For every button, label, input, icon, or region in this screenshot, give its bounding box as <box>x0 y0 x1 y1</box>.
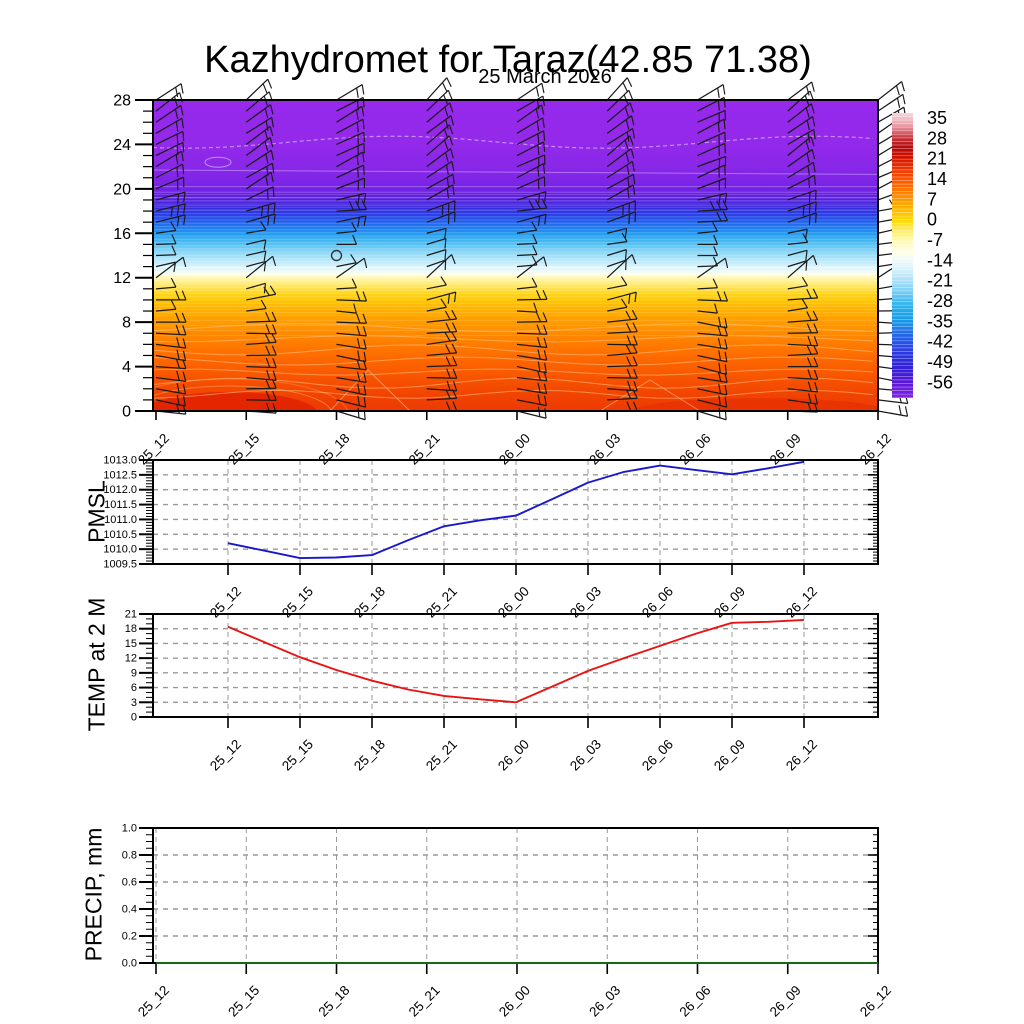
time-tick-label: 26_06 <box>639 584 676 621</box>
colorbar-tick-label: -7 <box>927 230 943 250</box>
time-tick-label: 26_12 <box>783 737 820 774</box>
time-tick-label: 26_12 <box>857 983 894 1020</box>
time-tick-label: 26_03 <box>586 431 623 468</box>
pmsl-panel: 1013.0 1012.5 1012.0 1011.5 1011.0 1010.5 1010… <box>103 455 879 621</box>
temp-panel-y-tick-label: 3 <box>131 697 137 709</box>
time-tick-label: 26_00 <box>496 431 533 468</box>
colorbar-tick-label: 35 <box>927 108 947 128</box>
colorbar-tick-label: -42 <box>927 332 953 352</box>
time-tick-label: 26_03 <box>586 983 623 1020</box>
precip-panel-y-tick-label: 0.0 <box>122 958 137 970</box>
colorbar-tick-label: -21 <box>927 271 953 291</box>
time-tick-label: 26_09 <box>767 983 804 1020</box>
temp-panel-y-tick-label: 15 <box>125 638 137 650</box>
time-tick-label: 26_12 <box>783 584 820 621</box>
time-tick-label: 25_15 <box>279 737 316 774</box>
time-tick-label: 25_12 <box>135 983 172 1020</box>
time-tick-label: 26_09 <box>711 584 748 621</box>
time-tick-label: 26_12 <box>857 431 894 468</box>
time-tick-label: 25_21 <box>423 737 460 774</box>
pmsl-panel-y-tick-label: 1013.0 <box>103 455 137 467</box>
time-tick-label: 26_09 <box>711 737 748 774</box>
precip-panel-y-tick-label: 0.6 <box>122 877 137 889</box>
precip-panel-y-tick-label: 0.4 <box>122 904 137 916</box>
time-tick-label: 25_12 <box>207 584 244 621</box>
precip-panel-y-tick-label: 1.0 <box>122 823 137 835</box>
pmsl-panel-line <box>227 460 805 560</box>
time-tick-label: 25_18 <box>351 737 388 774</box>
temp-panel: 21 18 15 12 9 6 3 0 25_12 25_15 25_18 25_21 26_00 26_… <box>125 609 879 774</box>
time-tick-label: 25_15 <box>225 431 262 468</box>
cross-section-y-tick-label: 16 <box>113 226 131 243</box>
time-tick-label: 26_06 <box>639 737 676 774</box>
time-tick-label: 25_18 <box>315 431 352 468</box>
colorbar-tick-label: 7 <box>927 189 937 209</box>
time-tick-label: 25_18 <box>315 983 352 1020</box>
colorbar-tick-label: -49 <box>927 352 953 372</box>
time-tick-label: 26_00 <box>495 584 532 621</box>
cross-section-y-tick-label: 24 <box>113 137 131 154</box>
cross-section-y-tick-label: 8 <box>122 315 131 332</box>
date-subtitle: 25 March 2026 <box>478 66 612 88</box>
cross-section-y-tick-label: 0 <box>122 404 131 421</box>
temp-panel-y-tick-label: 21 <box>125 609 137 621</box>
time-tick-label: 25_15 <box>225 983 262 1020</box>
pmsl-panel-y-tick-label: 1009.5 <box>103 559 137 571</box>
cross-section-y-tick-label: 28 <box>113 93 131 110</box>
time-tick-label: 26_03 <box>567 737 604 774</box>
pmsl-panel-y-tick-label: 1012.5 <box>103 469 137 481</box>
pmsl-panel-y-tick-label: 1010.5 <box>103 529 137 541</box>
temp-panel-y-tick-label: 6 <box>131 682 137 694</box>
pmsl-panel-y-tick-label: 1012.0 <box>103 484 137 496</box>
colorbar-tick-label: -56 <box>927 372 953 392</box>
precip-panel-y-tick-label: 0.8 <box>122 850 137 862</box>
colorbar-tick-label: -28 <box>927 291 953 311</box>
temp-panel-line <box>227 618 805 704</box>
cross-section-y-tick-label: 20 <box>113 181 131 198</box>
page-title: Kazhydromet for Taraz(42.85 71.38) <box>204 39 812 82</box>
calm-wind-marker <box>330 249 343 262</box>
temp-panel-y-tick-label: 18 <box>125 623 137 635</box>
temp-panel-y-tick-label: 9 <box>131 667 137 679</box>
wind-barbs <box>155 77 909 421</box>
time-tick-label: 25_15 <box>279 584 316 621</box>
time-tick-label: 25_18 <box>351 584 388 621</box>
time-tick-label: 25_21 <box>406 431 443 468</box>
time-tick-label: 25_12 <box>207 737 244 774</box>
time-tick-label: 26_06 <box>676 983 713 1020</box>
time-tick-label: 26_00 <box>495 737 532 774</box>
precip-panel: 1.0 0.8 0.6 0.4 0.2 0.0 25_12 25_15 25_18 25_21 26… <box>122 823 894 1020</box>
colorbar-tick-label: -35 <box>927 311 953 331</box>
colorbar-tick-label: 21 <box>927 149 947 169</box>
cross-section-y-tick-label: 12 <box>113 270 131 287</box>
time-tick-label: 25_21 <box>406 983 443 1020</box>
cross-section-y-tick-label: 4 <box>122 359 131 376</box>
colorbar-tick-label: -14 <box>927 250 953 270</box>
pmsl-panel-y-tick-label: 1011.0 <box>104 514 137 526</box>
time-tick-label: 25_21 <box>423 584 460 621</box>
cross-section-y-axis: 0 4 8 12 16 20 24 28 <box>113 93 153 421</box>
colorbar-tick-label: 28 <box>927 128 947 148</box>
precip-panel-y-tick-label: 0.2 <box>122 931 137 943</box>
colorbar-tick-label: 0 <box>927 210 937 230</box>
time-tick-label: 26_06 <box>676 431 713 468</box>
temp-panel-y-tick-label: 12 <box>125 653 137 665</box>
time-tick-label: 26_00 <box>496 983 533 1020</box>
pmsl-panel-y-tick-label: 1010.0 <box>103 544 137 556</box>
colorbar-tick-label: 14 <box>927 169 947 189</box>
pmsl-panel-y-tick-label: 1011.5 <box>104 499 137 511</box>
time-tick-label: 26_03 <box>567 584 604 621</box>
colorbar-gradient <box>892 113 913 398</box>
temp-panel-y-tick-label: 0 <box>131 712 137 724</box>
